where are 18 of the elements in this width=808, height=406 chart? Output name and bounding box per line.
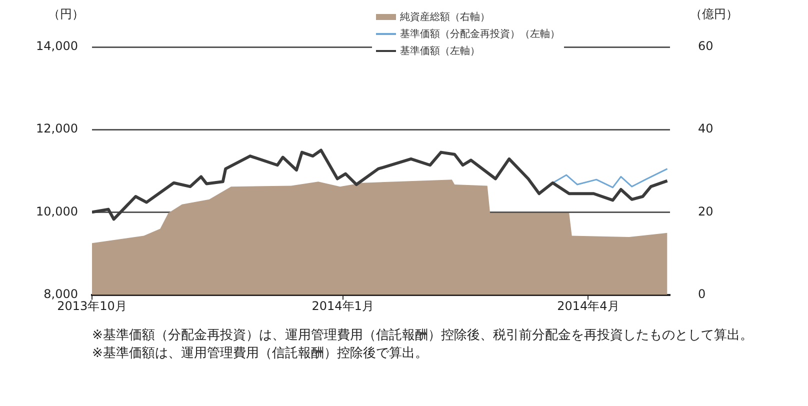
y-tick-label: 14,000 — [36, 39, 78, 54]
text: ※基準価額（分配金再投資）は、運用管理費用（信託報酬）控除後、税引前分配金を再投資したものとして算出。 — [92, 327, 754, 345]
y2-axis-title: （億円） — [690, 6, 738, 23]
y-axis-title: （円） — [48, 6, 84, 23]
legend-label: 純資産総額（右軸） — [400, 10, 490, 24]
y-tick-label: 10,000 — [36, 204, 78, 218]
y2-tick-label: 40 — [698, 122, 714, 136]
x-tick-label: 2014年4月 — [557, 299, 620, 314]
x-tick-label: 2014年1月 — [312, 299, 374, 314]
x-tick-label: 2013年10月 — [57, 299, 127, 314]
y2-tick-label: 20 — [698, 204, 714, 218]
legend-label: 基準価額（分配金再投資）（左軸） — [400, 28, 560, 40]
y2-tick-label: 0 — [698, 286, 706, 301]
text: ※基準価額は、運用管理費用（信託報酬）控除後で算出。 — [92, 345, 429, 363]
legend-label: 基準価額（左軸） — [400, 44, 480, 58]
y-tick-label: 8,000 — [44, 286, 78, 301]
y2-tick-label: 60 — [698, 39, 714, 54]
y-tick-label: 12,000 — [36, 122, 78, 136]
